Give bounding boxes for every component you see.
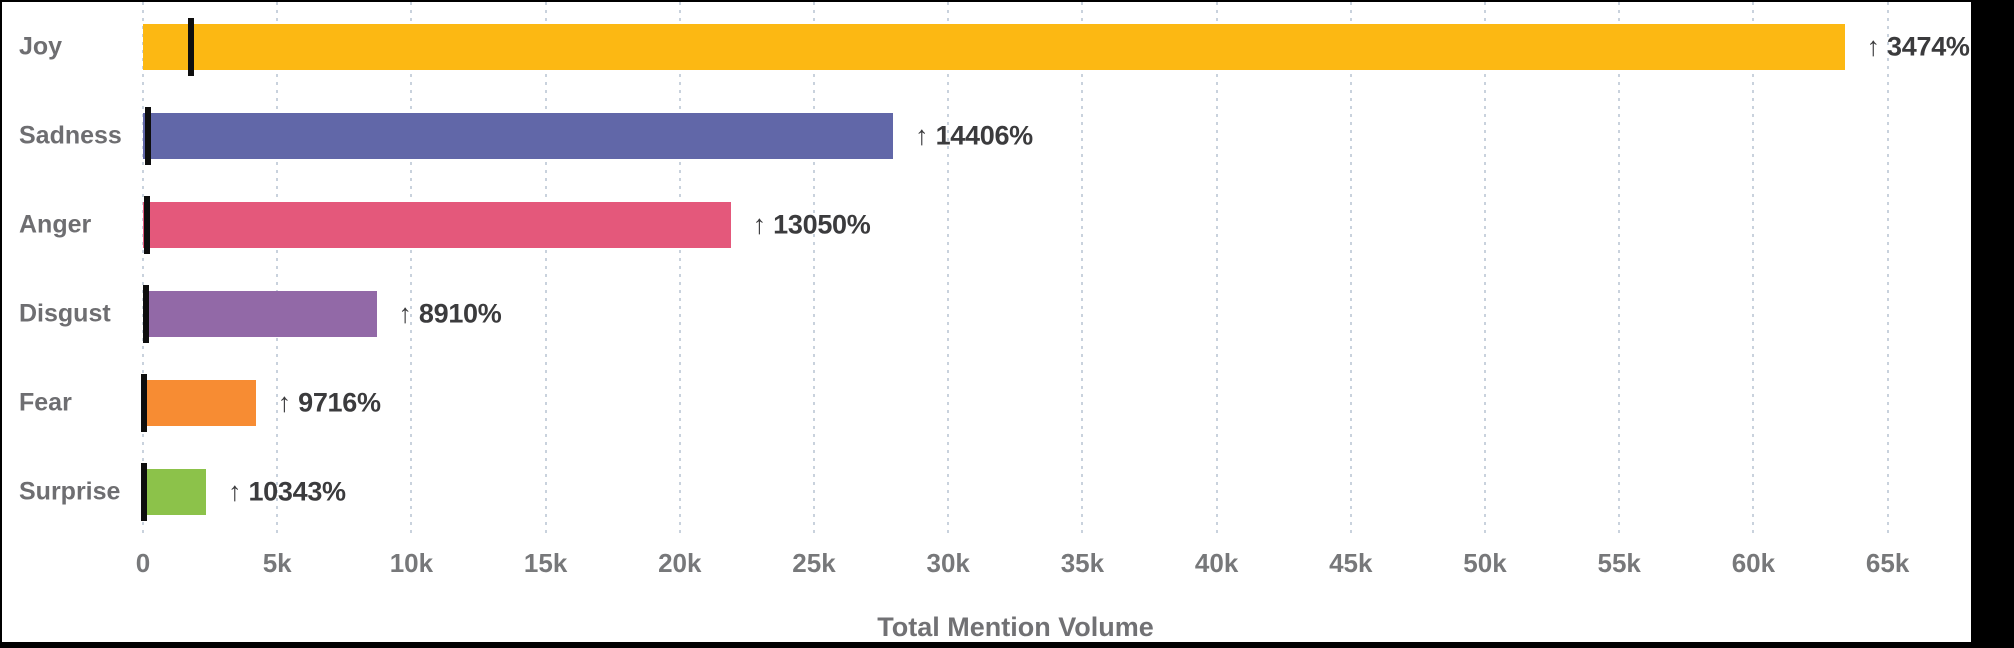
x-tick-label: 25k bbox=[792, 548, 836, 578]
x-tick-label: 0 bbox=[135, 548, 151, 578]
bar-joy[interactable] bbox=[143, 23, 1845, 70]
x-tick-label: 35k bbox=[1060, 548, 1105, 578]
gridline bbox=[1618, 2, 1621, 536]
category-label-disgust: Disgust bbox=[19, 299, 111, 327]
gridline bbox=[410, 2, 413, 536]
x-tick-label: 10k bbox=[389, 548, 434, 578]
bar-sadness[interactable] bbox=[143, 112, 894, 159]
gridline bbox=[1081, 2, 1084, 536]
gridline bbox=[1349, 2, 1352, 536]
bar-disgust[interactable] bbox=[143, 290, 377, 337]
change-label-anger: ↑ 13050% bbox=[752, 209, 871, 239]
x-tick-label: 40k bbox=[1194, 548, 1239, 578]
emotion-volume-chart: Joy ↑ 3474% Sadness ↑ 14406% Anger ↑ 13050% Di… bbox=[2, 2, 1971, 642]
gridline bbox=[142, 2, 144, 536]
category-label-anger: Anger bbox=[19, 210, 92, 238]
previous-period-marker-surprise bbox=[140, 462, 147, 521]
gridline bbox=[947, 2, 950, 536]
x-tick-label: 60k bbox=[1731, 548, 1776, 578]
gridline bbox=[276, 2, 279, 536]
bar-fear[interactable] bbox=[143, 379, 256, 426]
previous-period-marker-disgust bbox=[142, 284, 149, 343]
gridline bbox=[1484, 2, 1486, 536]
change-label-sadness: ↑ 14406% bbox=[915, 120, 1033, 150]
previous-period-marker-joy bbox=[187, 17, 194, 76]
x-axis-title: Total Mention Volume bbox=[877, 612, 1154, 642]
bar-anger[interactable] bbox=[143, 201, 731, 248]
previous-period-marker-fear bbox=[141, 373, 148, 432]
category-label-fear: Fear bbox=[19, 388, 72, 416]
change-label-fear: ↑ 9716% bbox=[277, 387, 381, 417]
gridline bbox=[544, 2, 547, 536]
gridline bbox=[1886, 2, 1889, 536]
x-tick-label: 65k bbox=[1865, 548, 1910, 578]
bar-surprise[interactable] bbox=[143, 468, 207, 515]
category-label-surprise: Surprise bbox=[19, 477, 121, 505]
x-tick-label: 55k bbox=[1597, 548, 1641, 578]
change-label-joy: ↑ 3474% bbox=[1866, 31, 1970, 61]
category-label-joy: Joy bbox=[19, 32, 63, 60]
x-tick-label: 30k bbox=[926, 548, 970, 578]
gridline bbox=[813, 2, 815, 536]
x-tick-label: 15k bbox=[523, 548, 568, 578]
change-label-disgust: ↑ 8910% bbox=[398, 298, 502, 328]
change-label-surprise: ↑ 10343% bbox=[228, 476, 346, 506]
x-tick-label: 45k bbox=[1329, 548, 1373, 578]
x-tick-label: 50k bbox=[1463, 548, 1507, 578]
previous-period-marker-sadness bbox=[145, 106, 152, 165]
x-tick-label: 5k bbox=[262, 548, 292, 578]
gridline bbox=[1752, 2, 1755, 536]
x-tick-label: 20k bbox=[658, 548, 702, 578]
category-label-sadness: Sadness bbox=[19, 121, 122, 149]
previous-period-marker-anger bbox=[144, 195, 151, 254]
gridline bbox=[1215, 2, 1218, 536]
gridline bbox=[678, 2, 681, 536]
